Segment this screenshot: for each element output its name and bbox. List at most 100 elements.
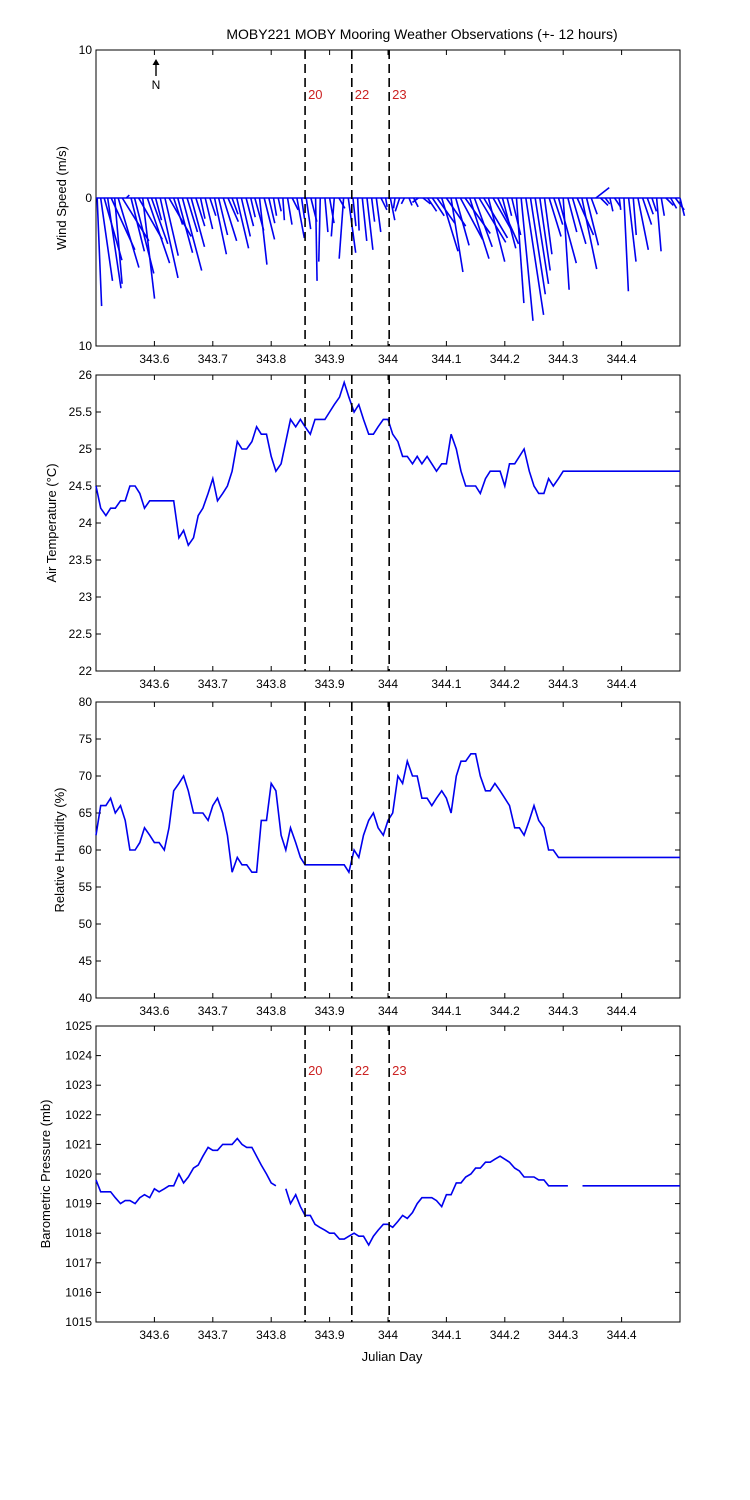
wind-stick xyxy=(217,197,229,236)
x-tick-label: 343.7 xyxy=(198,1004,228,1018)
wind-stick xyxy=(314,197,318,281)
wind-stick xyxy=(227,197,240,223)
pressure-axes: 343.6 343.7 343.8 343.9 344 344.1 344.2 344.3 34… xyxy=(65,1019,680,1342)
wind-stick xyxy=(159,197,179,279)
wind-stick xyxy=(478,197,507,243)
wind-stick xyxy=(296,197,306,239)
wind-stick xyxy=(389,197,396,221)
wind-stick xyxy=(245,197,255,227)
y-tick-label: 23.5 xyxy=(69,553,93,567)
wind-stick xyxy=(113,197,123,284)
y-tick-label: 55 xyxy=(79,880,93,894)
wind-stick xyxy=(258,197,268,265)
wind-stick xyxy=(176,197,194,253)
wind-stick xyxy=(632,197,638,236)
x-tick-label: 344.3 xyxy=(548,1004,578,1018)
y-tick-label: 0 xyxy=(85,191,92,205)
wind-stick xyxy=(487,197,506,262)
wind-stick xyxy=(384,197,388,208)
x-tick-label: 344 xyxy=(378,677,398,691)
pressure-ylabel: Barometric Pressure (mb) xyxy=(38,1100,53,1249)
x-tick-label: 343.6 xyxy=(139,1328,169,1342)
air-temperature-panel: 343.6 343.7 343.8 343.9 344 344.1 344.2 344.3 34… xyxy=(44,368,681,691)
barometric-pressure-panel: 343.6 343.7 343.8 343.9 344 344.1 344.2 344.3 34… xyxy=(38,1019,681,1364)
north-label: N xyxy=(152,78,161,92)
y-tick-label: 60 xyxy=(79,843,93,857)
x-tick-label: 344.4 xyxy=(607,352,637,366)
wind-stick xyxy=(125,194,130,199)
event-label: 22 xyxy=(355,87,369,102)
x-tick-label: 343.7 xyxy=(198,677,228,691)
wind-stick xyxy=(154,197,163,221)
wind-stick xyxy=(468,197,490,259)
x-tick-label: 344.2 xyxy=(490,1004,520,1018)
wind-speed-ylabel: Wind Speed (m/s) xyxy=(54,146,69,250)
wind-stick xyxy=(204,197,214,230)
y-tick-label: 25 xyxy=(79,442,93,456)
wind-stick xyxy=(282,197,286,221)
wind-stick xyxy=(96,197,103,307)
wind-stick xyxy=(660,197,666,216)
x-tick-label: 343.9 xyxy=(315,1328,345,1342)
temp-axes: 343.6 343.7 343.8 343.9 344 344.1 344.2 344.3 34… xyxy=(69,368,680,691)
x-tick-label: 344.3 xyxy=(548,677,578,691)
y-tick-label: 24.5 xyxy=(69,479,93,493)
wind-stick xyxy=(213,197,228,255)
wind-stick xyxy=(209,197,217,217)
wind-stick xyxy=(506,197,513,216)
wind-stick xyxy=(679,197,686,216)
wind-stick xyxy=(186,197,199,233)
y-tick-label: 10 xyxy=(79,43,93,57)
temp-series xyxy=(95,375,680,671)
wind-stick xyxy=(366,197,374,250)
wind-sticks: 20 22 23 xyxy=(96,50,686,346)
wind-stick xyxy=(286,197,293,225)
wind-stick xyxy=(553,197,564,225)
humidity-ylabel: Relative Humidity (%) xyxy=(52,788,67,913)
wind-stick xyxy=(600,197,609,206)
relative-humidity-panel: 343.6 343.7 343.8 343.9 344 344.1 344.2 344.3 34… xyxy=(52,695,681,1018)
pressure-series: 20 22 23 xyxy=(95,1026,680,1322)
wind-stick xyxy=(543,197,553,255)
x-tick-label: 344.2 xyxy=(490,352,520,366)
x-tick-label: 344 xyxy=(378,1004,398,1018)
x-tick-label: 343.8 xyxy=(256,1004,286,1018)
wind-stick xyxy=(440,197,459,252)
x-tick-label: 344.3 xyxy=(548,352,578,366)
wind-stick xyxy=(590,197,598,215)
y-tick-label: 45 xyxy=(79,954,93,968)
x-tick-label: 344.2 xyxy=(490,1328,520,1342)
wind-stick xyxy=(164,197,180,256)
wind-stick xyxy=(567,197,578,233)
x-tick-label: 344 xyxy=(378,352,398,366)
wind-stick xyxy=(272,197,278,216)
wind-stick xyxy=(655,197,662,252)
y-tick-label: 50 xyxy=(79,917,93,931)
y-tick-label: 1024 xyxy=(65,1049,92,1063)
y-tick-label: 22 xyxy=(79,664,93,678)
wind-stick xyxy=(231,197,239,215)
y-tick-label: 1025 xyxy=(65,1019,92,1033)
wind-stick xyxy=(525,197,545,316)
wind-stick xyxy=(99,197,114,281)
wind-speed-panel: 343.6 343.7 343.8 343.9 344 344.1 344.2 344.3 34… xyxy=(54,43,686,366)
x-tick-label: 344.4 xyxy=(607,677,637,691)
wind-stick xyxy=(459,197,484,240)
wind-stick xyxy=(240,197,252,237)
wind-stick xyxy=(190,197,206,248)
y-tick-label: 1019 xyxy=(65,1197,92,1211)
wind-stick xyxy=(431,197,445,217)
wind-stick xyxy=(562,197,570,290)
wind-stick xyxy=(300,197,306,219)
wind-stick xyxy=(130,197,146,252)
wind-stick xyxy=(422,197,431,205)
wind-stick xyxy=(473,197,493,248)
wind-stick xyxy=(106,197,122,289)
wind-stick xyxy=(534,197,550,284)
wind-stick xyxy=(557,197,578,264)
x-tick-label: 344.4 xyxy=(607,1004,637,1018)
event-label: 23 xyxy=(392,1063,406,1078)
wind-stick xyxy=(330,197,336,237)
y-tick-label: 75 xyxy=(79,732,93,746)
